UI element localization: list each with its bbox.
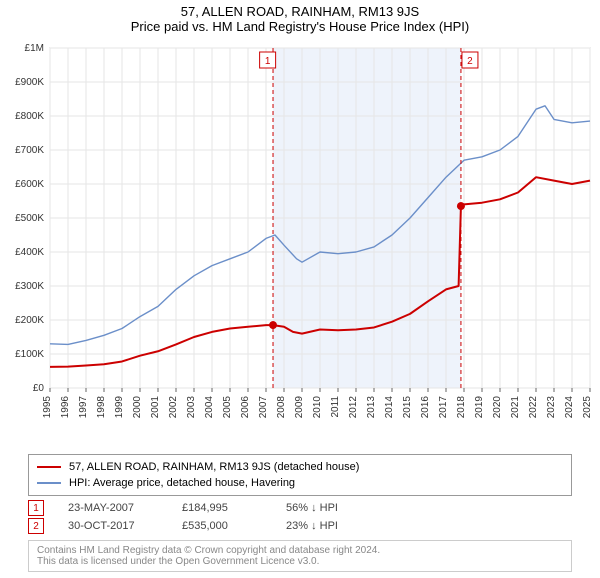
- sale-pct: 56% ↓ HPI: [286, 502, 338, 514]
- legend-label: HPI: Average price, detached house, Have…: [69, 477, 295, 489]
- svg-text:£600K: £600K: [15, 179, 44, 190]
- svg-text:1999: 1999: [114, 396, 125, 419]
- svg-text:2021: 2021: [510, 396, 521, 419]
- svg-text:£100K: £100K: [15, 349, 44, 360]
- svg-text:2012: 2012: [348, 396, 359, 419]
- sale-pct: 23% ↓ HPI: [286, 520, 338, 532]
- svg-text:£800K: £800K: [15, 111, 44, 122]
- svg-text:2016: 2016: [420, 396, 431, 419]
- svg-text:£900K: £900K: [15, 77, 44, 88]
- svg-text:£300K: £300K: [15, 281, 44, 292]
- page-subtitle: Price paid vs. HM Land Registry's House …: [0, 19, 600, 38]
- svg-text:2019: 2019: [474, 396, 485, 419]
- svg-text:2024: 2024: [564, 396, 575, 419]
- svg-text:1995: 1995: [42, 396, 53, 419]
- svg-text:2017: 2017: [438, 396, 449, 419]
- footer-line: Contains HM Land Registry data © Crown c…: [37, 545, 563, 556]
- sale-date: 30-OCT-2017: [68, 520, 158, 532]
- footer: Contains HM Land Registry data © Crown c…: [28, 540, 572, 572]
- legend-item: 57, ALLEN ROAD, RAINHAM, RM13 9JS (detac…: [37, 459, 563, 475]
- legend-swatch: [37, 482, 61, 483]
- svg-text:2025: 2025: [582, 396, 593, 419]
- svg-text:£200K: £200K: [15, 315, 44, 326]
- svg-text:£700K: £700K: [15, 145, 44, 156]
- down-arrow-icon: ↓: [311, 502, 317, 514]
- svg-text:1: 1: [265, 56, 271, 67]
- svg-text:2004: 2004: [204, 396, 215, 419]
- svg-text:2001: 2001: [150, 396, 161, 419]
- svg-text:2010: 2010: [312, 396, 323, 419]
- svg-text:2011: 2011: [330, 396, 341, 418]
- svg-text:2015: 2015: [402, 396, 413, 419]
- svg-text:1996: 1996: [60, 396, 71, 419]
- svg-text:2008: 2008: [276, 396, 287, 419]
- svg-text:£0: £0: [33, 383, 45, 394]
- svg-text:1998: 1998: [96, 396, 107, 419]
- svg-text:2005: 2005: [222, 396, 233, 419]
- svg-text:2013: 2013: [366, 396, 377, 419]
- svg-text:2007: 2007: [258, 396, 269, 419]
- sale-marker-icon: 2: [28, 518, 44, 534]
- chart-area: £0 £100K £200K £300K £400K £500K £600K £700K £80…: [0, 38, 600, 448]
- svg-text:2020: 2020: [492, 396, 503, 419]
- svg-text:2: 2: [467, 56, 473, 67]
- svg-text:2006: 2006: [240, 396, 251, 419]
- svg-text:2023: 2023: [546, 396, 557, 419]
- page-title: 57, ALLEN ROAD, RAINHAM, RM13 9JS: [0, 0, 600, 19]
- svg-text:1997: 1997: [78, 396, 89, 419]
- sale-row: 2 30-OCT-2017 £535,000 23% ↓ HPI: [28, 518, 572, 534]
- svg-text:2002: 2002: [168, 396, 179, 419]
- down-arrow-icon: ↓: [311, 520, 317, 532]
- sale-price: £184,995: [182, 502, 262, 514]
- sale-date: 23-MAY-2007: [68, 502, 158, 514]
- svg-text:2000: 2000: [132, 396, 143, 419]
- sale-row: 1 23-MAY-2007 £184,995 56% ↓ HPI: [28, 500, 572, 516]
- svg-text:£500K: £500K: [15, 213, 44, 224]
- svg-text:2014: 2014: [384, 396, 395, 419]
- legend: 57, ALLEN ROAD, RAINHAM, RM13 9JS (detac…: [28, 454, 572, 496]
- footer-line: This data is licensed under the Open Gov…: [37, 556, 563, 567]
- legend-item: HPI: Average price, detached house, Have…: [37, 475, 563, 491]
- chart-container: 57, ALLEN ROAD, RAINHAM, RM13 9JS Price …: [0, 0, 600, 572]
- svg-text:2009: 2009: [294, 396, 305, 419]
- svg-text:2022: 2022: [528, 396, 539, 419]
- legend-label: 57, ALLEN ROAD, RAINHAM, RM13 9JS (detac…: [69, 461, 359, 473]
- sale-marker-icon: 1: [28, 500, 44, 516]
- svg-text:2018: 2018: [456, 396, 467, 419]
- svg-text:£1M: £1M: [25, 43, 44, 54]
- sale-price: £535,000: [182, 520, 262, 532]
- svg-text:£400K: £400K: [15, 247, 44, 258]
- line-chart-svg: £0 £100K £200K £300K £400K £500K £600K £700K £80…: [0, 38, 600, 448]
- legend-swatch: [37, 466, 61, 468]
- svg-text:2003: 2003: [186, 396, 197, 419]
